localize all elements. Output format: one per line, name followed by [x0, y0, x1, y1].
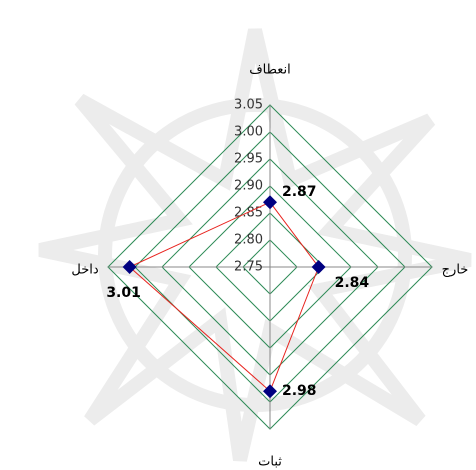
y-tick-label: 3.05 [234, 98, 263, 113]
marker [263, 195, 277, 210]
watermark-star [38, 28, 472, 462]
y-tick-label: 2.80 [234, 233, 263, 248]
y-tick-label: 2.95 [234, 152, 263, 167]
y-tick-label: 2.75 [234, 260, 263, 275]
marker [311, 260, 326, 274]
data-label: 2.87 [282, 184, 317, 200]
category-label: خارج [442, 263, 469, 278]
y-tick-label: 2.90 [234, 179, 263, 194]
category-label: داخل [71, 263, 98, 278]
data-label: 2.84 [335, 275, 370, 291]
data-label: 2.98 [282, 383, 317, 399]
marker [122, 260, 137, 274]
marker [263, 384, 277, 399]
data-label: 3.01 [106, 285, 141, 301]
category-label: ثبات [258, 455, 282, 470]
y-tick-label: 3.00 [234, 125, 263, 140]
category-label: انعطاف [249, 63, 291, 78]
watermark [38, 28, 472, 462]
